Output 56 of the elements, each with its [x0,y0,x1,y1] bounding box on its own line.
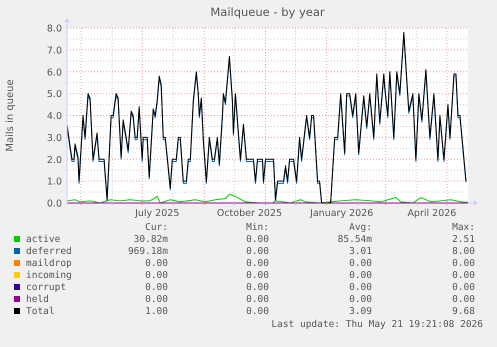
text: Cur: [145,222,168,233]
legend-label: active [26,234,61,245]
y-tick-label: 8.0 [46,24,62,34]
text: 0.00 [349,294,372,305]
text: 0.00 [246,246,270,257]
text: 3.09 [349,306,372,317]
y-tick-label: 7.0 [46,45,62,56]
text: 8.00 [452,246,476,257]
y-tick-label: 0.0 [46,198,62,210]
text: 0.00 [452,282,476,293]
text: 0.00 [452,294,476,305]
text: 0.00 [246,270,270,281]
y-tick-label: 3.0 [46,132,62,144]
y-tick-label: 4.0 [46,111,62,122]
text: 0.00 [452,258,476,269]
text: 0.00 [246,234,270,245]
text: 0.00 [145,270,168,281]
chart-title: Mailqueue - by year [210,5,325,19]
legend-label: held [26,294,49,305]
text: 969.18m [128,246,168,257]
x-tick-label: October 2025 [216,208,282,219]
y-tick-label: 1.0 [46,176,62,188]
text: 1.00 [145,306,168,317]
text: 0.00 [145,258,168,269]
text: 0.00 [246,294,270,305]
text: 0.00 [246,282,270,293]
text: 0.00 [145,282,168,293]
text: 0.00 [349,270,372,281]
text: 0.00 [246,258,270,269]
text: 0.00 [145,294,168,305]
text: 0.00 [349,282,372,293]
text: 0.00 [349,258,372,269]
text: Last update: Thu May 21 19:21:08 2026 [271,319,484,330]
text: Avg: [349,222,372,233]
x-tick-label: January 2026 [309,208,374,219]
text: 30.82m [134,234,168,245]
y-tick-label: 2.0 [46,154,62,166]
text: Min: [246,222,269,233]
text: Max: [452,222,475,233]
x-tick-label: July 2025 [134,208,180,219]
text: 3.01 [349,246,372,257]
text: 9.68 [452,306,476,317]
x-tick-label: April 2026 [407,208,456,219]
y-axis-title: Mails in queue [5,79,16,152]
text: 2.51 [452,234,476,245]
legend-label: deferred [26,246,72,257]
line-series [66,194,468,204]
legend-label: corrupt [26,282,66,293]
legend-label: incoming [26,270,72,281]
y-tick-label: 5.0 [46,89,62,100]
text: 0.00 [246,306,270,317]
legend-label: Total [26,306,55,317]
legend-label: maildrop [26,258,72,269]
text: 85.54m [338,234,372,245]
text: 0.00 [452,270,476,281]
y-tick-label: 6.0 [46,67,62,78]
